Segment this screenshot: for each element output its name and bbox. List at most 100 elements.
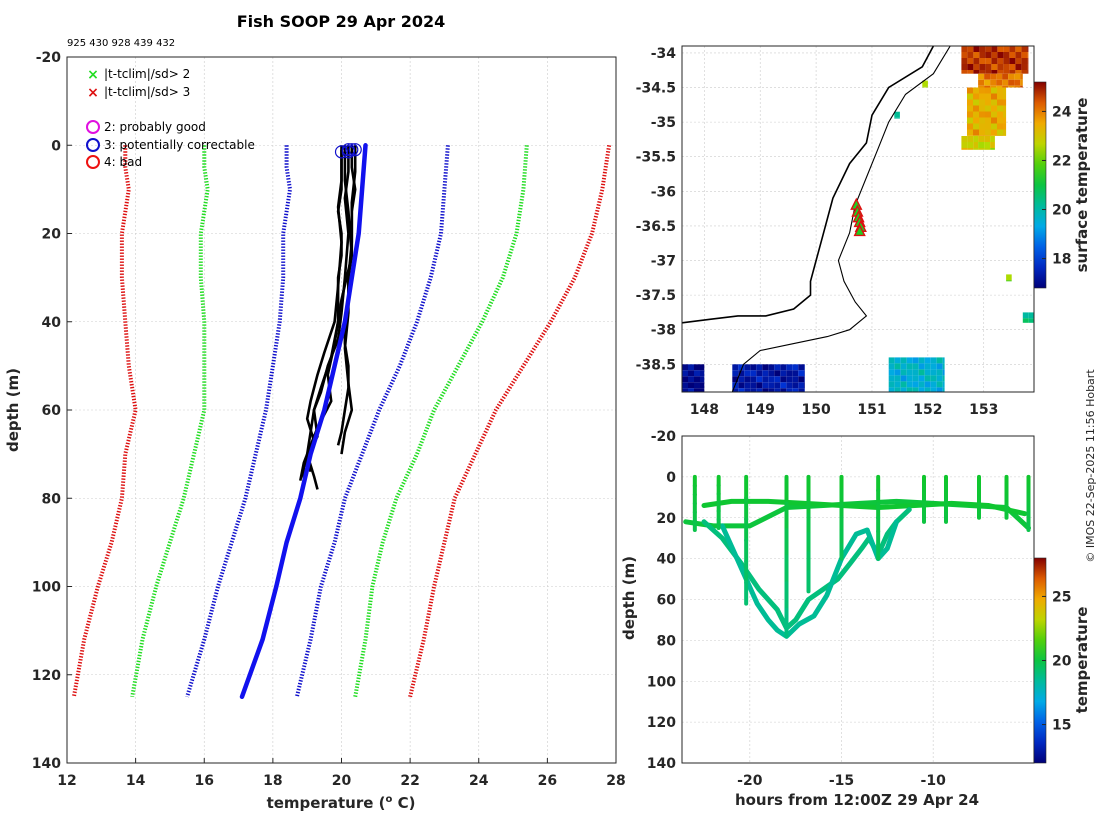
map-x-tick-label: 151 [857, 402, 886, 418]
climatology-line--2sd [130, 145, 210, 698]
sst-pixel [936, 381, 943, 388]
sst-colorbar-label: surface temperature [1073, 98, 1091, 273]
sst-pixel [780, 382, 787, 389]
sst-pixel [780, 364, 787, 371]
sst-pixel [1009, 58, 1016, 64]
sst-pixel [1028, 318, 1034, 323]
sst-pixel [991, 58, 998, 64]
timeseries-data [683, 474, 1031, 639]
sst-pixel [942, 387, 945, 392]
map-y-tick-label: -38 [651, 323, 676, 339]
timeseries-y-tick-label: 80 [657, 633, 677, 649]
sst-pixel [900, 375, 907, 382]
sst-pixel [997, 46, 1004, 52]
sst-pixel [979, 129, 985, 136]
credit-text: © IMOS 22-Sep-2025 11:56 Hobart [1084, 369, 1097, 563]
qc-flag-3-circle [345, 143, 359, 157]
sst-pixel [682, 382, 688, 389]
sst-pixel [979, 99, 985, 106]
sst-pixel [967, 58, 974, 64]
timeseries-y-tick-label: 20 [657, 511, 677, 527]
sst-pixel [1027, 52, 1029, 58]
profile-axes-box [66, 56, 617, 764]
sst-pixel [798, 364, 805, 371]
sst-pixel [780, 376, 787, 383]
sst-pixel [924, 381, 931, 388]
sst-pixel [1002, 73, 1009, 80]
sst-pixel [930, 363, 937, 370]
legend-qc2-marker [86, 120, 100, 134]
sst-pixel [786, 364, 793, 371]
sst-pixel [1008, 79, 1015, 86]
sst-pixel [967, 136, 974, 142]
sst-pixel [750, 364, 757, 371]
sst-pixel [985, 129, 991, 136]
sst-pixel [973, 148, 979, 150]
sst-pixel [682, 376, 688, 383]
sst-pixel [967, 105, 973, 112]
profile-x-tick-label: 26 [538, 773, 557, 789]
sst-pixel [756, 388, 763, 392]
sst-pixel [997, 87, 1003, 94]
sst-pixel [894, 363, 901, 370]
map-y-tick-label: -34 [651, 46, 677, 62]
sst-pixel [997, 52, 1004, 58]
map-x-ticks: 148 149 150 151 152 153 [690, 402, 999, 418]
sst-pixel [918, 363, 925, 370]
sst-pixel [1022, 312, 1029, 319]
sst-pixel [732, 388, 739, 392]
sst-pixel [985, 46, 992, 52]
profile-x-tick-label: 20 [332, 773, 352, 789]
temp-colorbar-ticks: 15 20 25 [1042, 589, 1072, 734]
sst-pixel [1027, 58, 1029, 64]
sst-pixel [924, 363, 931, 370]
profile-y-tick-label: 0 [51, 138, 61, 154]
profile-x-tick-label: 12 [57, 773, 76, 789]
sst-pixel [997, 117, 1003, 124]
sst-pixel [762, 370, 769, 377]
sst-pixel [1003, 58, 1010, 64]
temp-colorbar-tick-label: 20 [1052, 654, 1072, 670]
sst-pixel [1014, 73, 1021, 80]
sst-pixel [997, 58, 1004, 64]
sst-pixel [918, 381, 925, 388]
sst-pixel [786, 388, 793, 392]
sst-pixel [738, 376, 745, 383]
sst-pixel [1003, 46, 1010, 52]
sst-pixel [906, 375, 913, 382]
legend-qc4-marker [86, 155, 100, 169]
sst-pixel [688, 370, 694, 377]
sst-pixel [991, 123, 997, 130]
profile-y-tick-label: 40 [42, 315, 62, 331]
profile-y-tick-label: 140 [32, 756, 61, 772]
sst-pixel [1021, 70, 1028, 74]
sst-pixel [967, 99, 973, 106]
map-y-tick-label: -38.5 [636, 357, 676, 373]
sst-pixel [894, 375, 901, 382]
sst-pixel [930, 375, 937, 382]
profile-y-label: depth (m) [4, 368, 22, 452]
sst-pixel [1003, 105, 1007, 112]
climatology-line--3sd [71, 145, 138, 698]
sst-pixel [991, 117, 997, 124]
map-y-tick-label: -35.5 [636, 150, 676, 166]
sst-pixel [804, 388, 805, 392]
sst-pixel [996, 73, 1003, 80]
sst-pixel [900, 381, 907, 388]
profile-x-tick-label: 16 [195, 773, 214, 789]
sst-pixel [1014, 85, 1021, 88]
profile-y-tick-label: 20 [42, 227, 62, 243]
sst-pixel [900, 387, 907, 392]
sst-pixel [979, 111, 985, 118]
sst-pixel [682, 388, 688, 392]
sst-pixel [979, 58, 986, 64]
sst-pixel [774, 370, 781, 377]
sst-pixel [682, 370, 688, 377]
timeseries-panel: -20 -15 -10 -20 0 20 40 60 80 100 120 140 15 20 25 t… [620, 429, 1091, 809]
sst-pixel [700, 388, 705, 392]
sst-pixel [973, 52, 980, 58]
platform-ids: 925 430 928 439 432 [67, 38, 175, 49]
map-y-ticks: -34 -34.5 -35 -35.5 -36 -36.5 -37 -37.5 -38 -38.5 [636, 46, 677, 373]
sst-pixel [973, 64, 980, 70]
profile-y-tick-label: 120 [32, 668, 61, 684]
